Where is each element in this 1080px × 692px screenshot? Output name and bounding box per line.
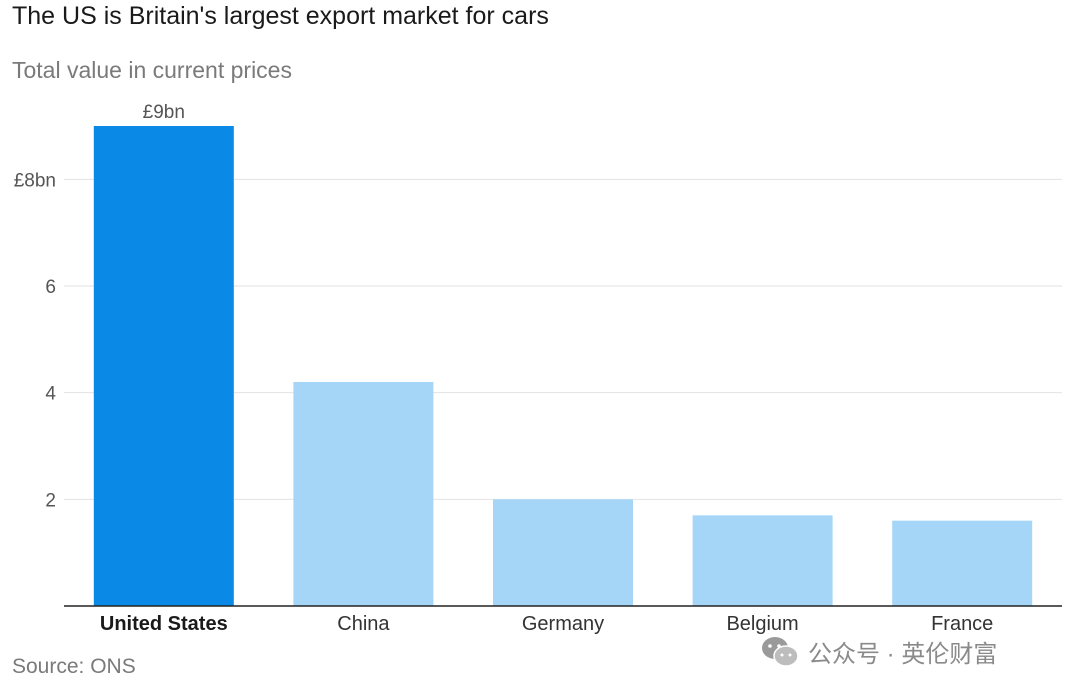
category-label: United States — [100, 613, 228, 635]
watermark: 公众号 · 英伦财富 — [760, 634, 997, 669]
category-label: Belgium — [726, 613, 798, 635]
source-note: Source: ONS — [12, 655, 136, 678]
wechat-icon — [762, 636, 799, 667]
data-label: £9bn — [143, 102, 185, 123]
bar — [892, 520, 1033, 606]
y-tick-label: 4 — [45, 384, 56, 405]
y-tick-label: 6 — [45, 277, 56, 298]
bar — [293, 382, 434, 606]
y-tick-label: £8bn — [14, 170, 56, 191]
category-label: China — [337, 613, 390, 635]
bar — [493, 499, 633, 606]
category-label: France — [931, 613, 993, 635]
bar — [93, 126, 234, 606]
chart-title: The US is Britain's largest export marke… — [12, 2, 549, 30]
category-label: Germany — [522, 613, 604, 635]
y-tick-label: 2 — [45, 490, 56, 511]
bar — [692, 515, 833, 606]
chart-subtitle: Total value in current prices — [12, 57, 292, 83]
watermark-text: 公众号 · 英伦财富 — [808, 641, 998, 668]
